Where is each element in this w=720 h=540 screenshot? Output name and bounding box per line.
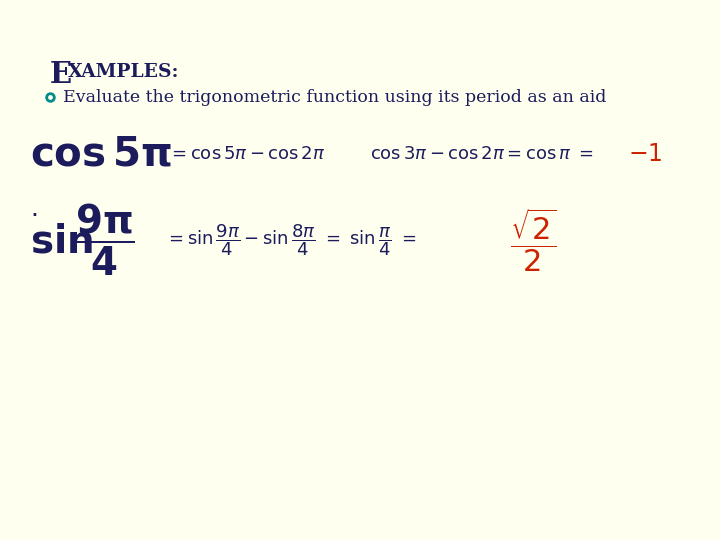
Text: XAMPLES:: XAMPLES: [68, 63, 179, 81]
Text: $= \cos 5\pi - \cos 2\pi$: $= \cos 5\pi - \cos 2\pi$ [168, 145, 325, 163]
Text: Evaluate the trigonometric function using its period as an aid: Evaluate the trigonometric function usin… [63, 89, 606, 105]
Text: $-1$: $-1$ [628, 142, 662, 166]
Text: $= \sin\dfrac{9\pi}{4} - \sin\dfrac{8\pi}{4}\ =\ \sin\dfrac{\pi}{4}\ =$: $= \sin\dfrac{9\pi}{4} - \sin\dfrac{8\pi… [165, 222, 416, 258]
Text: E: E [50, 60, 72, 89]
Text: $\mathbf{cos\,5\pi}$: $\mathbf{cos\,5\pi}$ [30, 137, 171, 173]
Text: $\dfrac{\mathbf{9\pi}}{\mathbf{4}}$: $\dfrac{\mathbf{9\pi}}{\mathbf{4}}$ [75, 202, 135, 278]
Text: $\cos 3\pi - \cos 2\pi = \cos\pi\ =$: $\cos 3\pi - \cos 2\pi = \cos\pi\ =$ [370, 145, 594, 163]
Text: $\dfrac{\sqrt{2}}{2}$: $\dfrac{\sqrt{2}}{2}$ [510, 206, 557, 274]
Text: $\mathbf{sin}$: $\mathbf{sin}$ [30, 224, 93, 260]
Text: $.$: $.$ [30, 199, 37, 221]
